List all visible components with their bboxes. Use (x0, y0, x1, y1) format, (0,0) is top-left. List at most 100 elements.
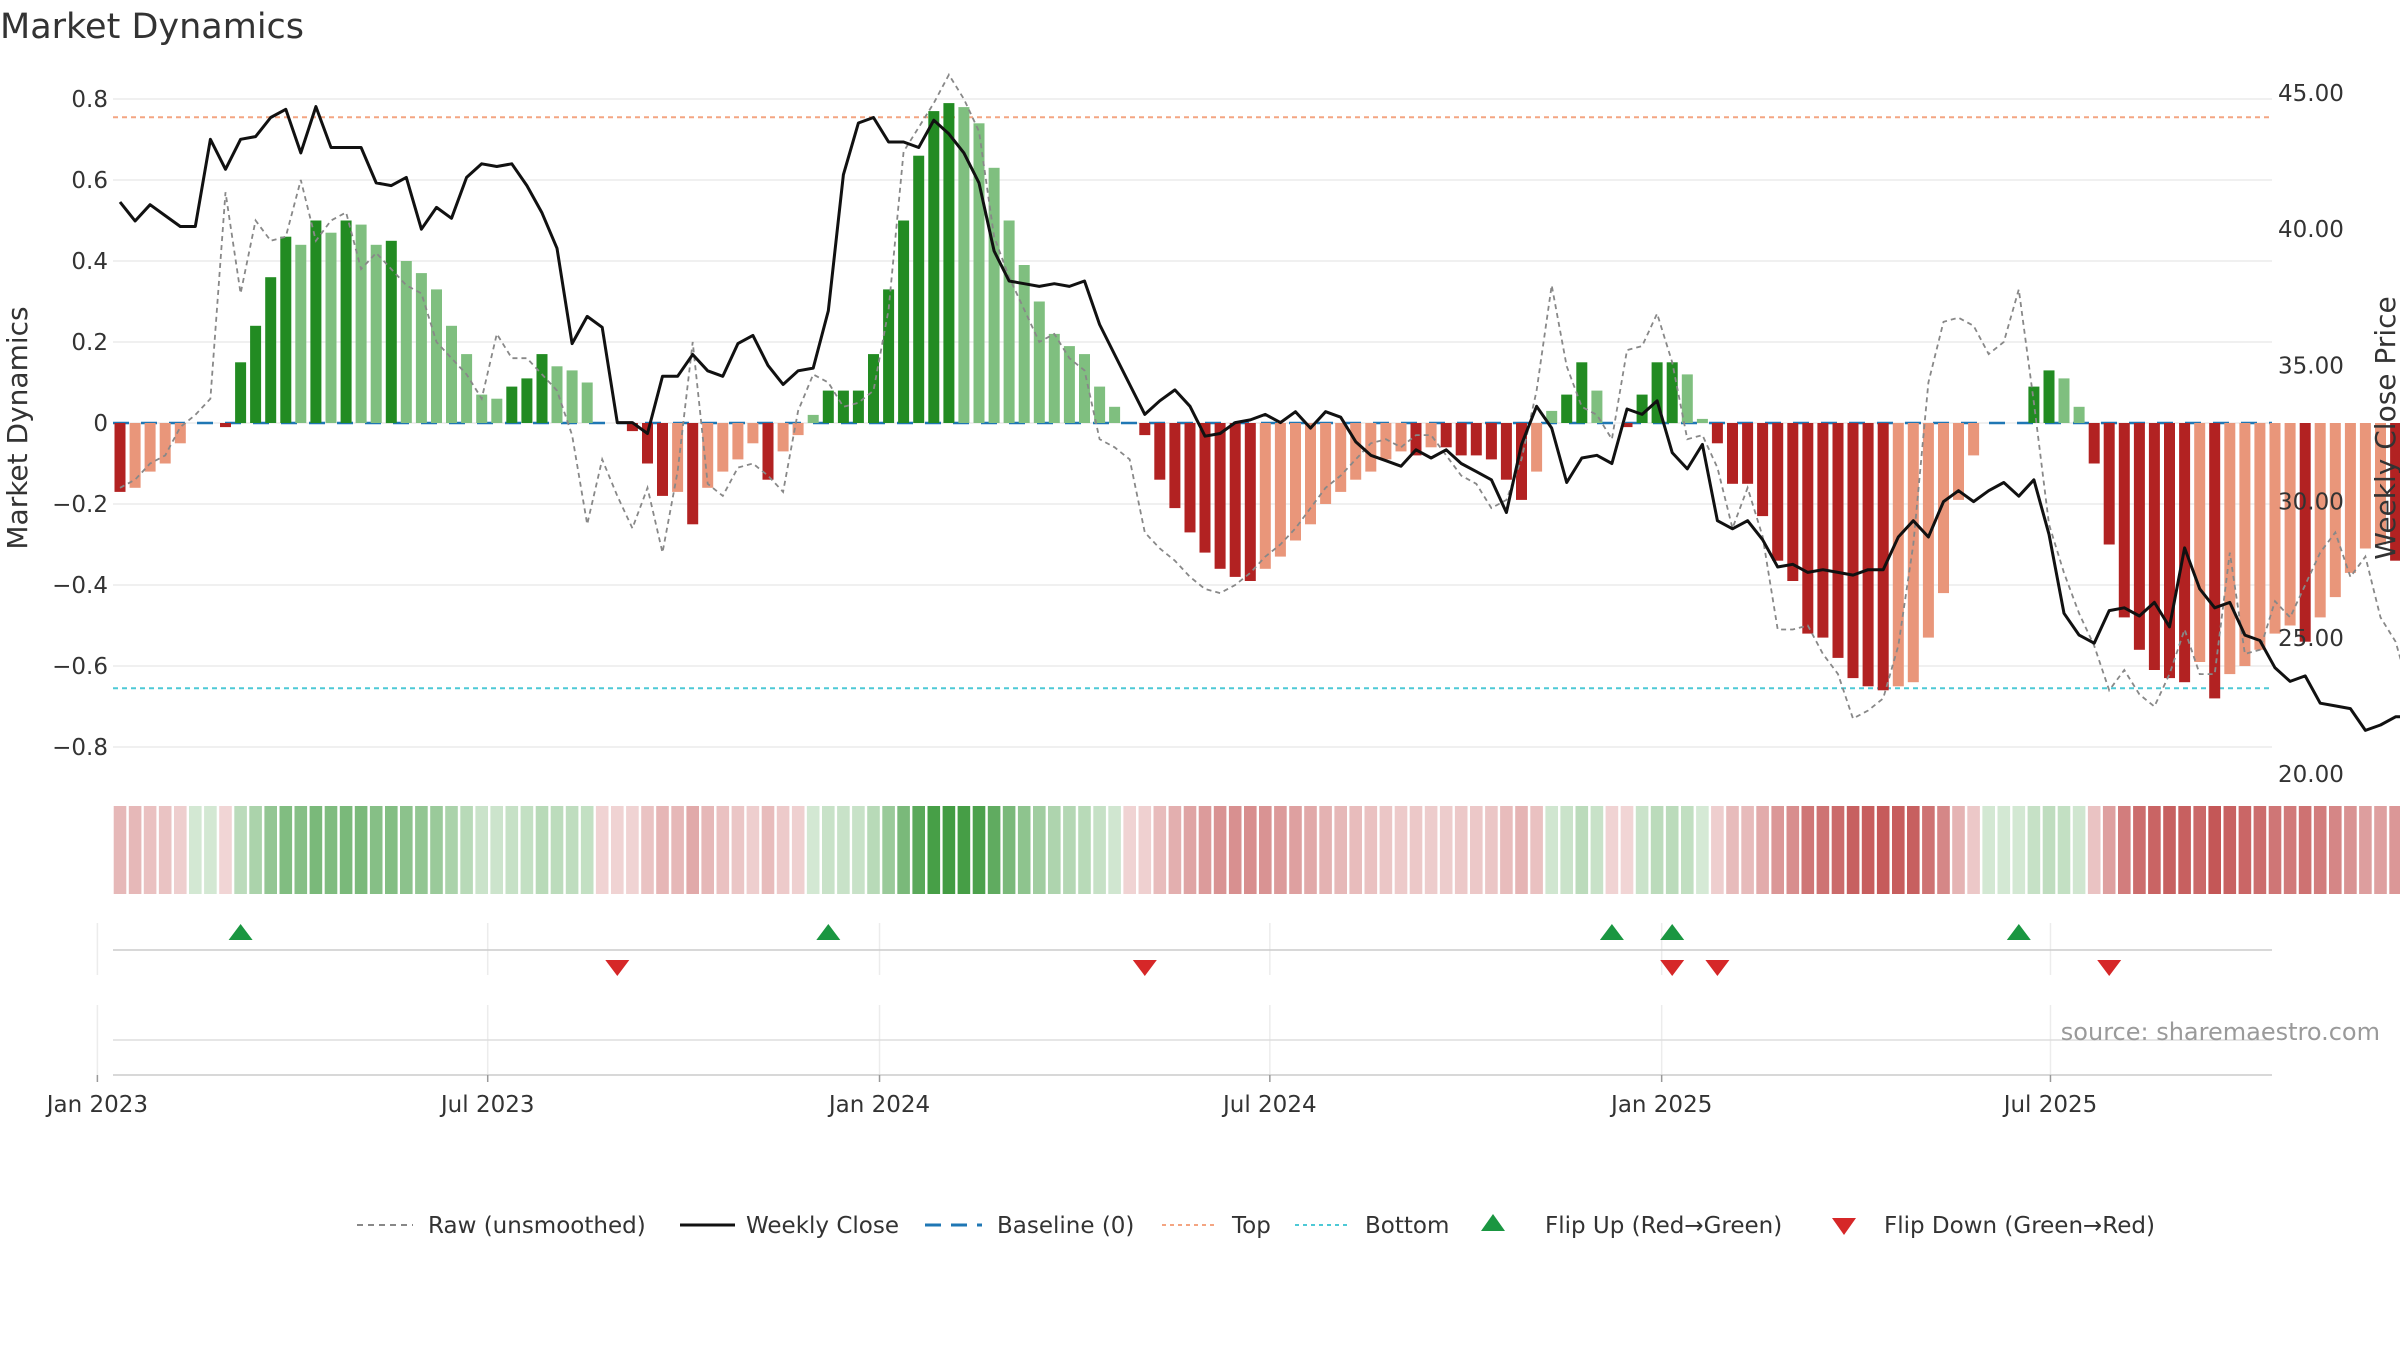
dynamics-bar (1410, 423, 1422, 456)
regime-cell (1213, 806, 1227, 894)
regime-cell (189, 806, 202, 894)
dynamics-bar (883, 289, 895, 423)
regime-cell (1138, 806, 1152, 894)
legend-swatch-flip-down (1832, 1218, 1856, 1235)
left-y-tick-label: 0.6 (71, 168, 108, 194)
dynamics-bar (2164, 423, 2175, 679)
regime-cell (2238, 806, 2252, 894)
dynamics-bar (310, 220, 322, 423)
dynamics-bar (1953, 423, 1964, 500)
left-y-axis-title: Market Dynamics (1, 306, 34, 549)
regime-cell (1304, 806, 1317, 894)
regime-cell (837, 806, 850, 894)
dynamics-bar (2375, 423, 2386, 545)
flip-up-marker (1660, 924, 1685, 940)
dynamics-bar (642, 423, 653, 464)
dynamics-bar (2209, 423, 2221, 699)
dynamics-bar (1485, 423, 1497, 460)
dynamics-bar (2224, 423, 2236, 675)
regime-cell (1485, 806, 1498, 894)
raw-line (119, 72, 2400, 720)
dynamics-bar (1470, 423, 1482, 456)
dynamics-bar (2344, 423, 2356, 573)
regime-cell (2102, 806, 2116, 894)
dynamics-bar (2390, 423, 2400, 561)
regime-cell (1545, 806, 1558, 894)
dynamics-bar (928, 111, 940, 423)
regime-cell (430, 806, 443, 894)
x-tick-label: Jan 2023 (45, 1092, 148, 1118)
regime-cell (264, 806, 277, 894)
regime-cell (2178, 806, 2191, 894)
regime-cell (791, 806, 805, 894)
regime-cell (505, 806, 519, 894)
dynamics-bar (2043, 370, 2055, 423)
right-y-tick-label: 35.00 (2278, 353, 2344, 379)
regime-cell (2389, 806, 2400, 894)
regime-cell (1922, 806, 1935, 894)
x-tick-label: Jul 2023 (439, 1092, 535, 1118)
dynamics-bar (551, 366, 563, 423)
regime-cell (1726, 806, 1739, 894)
regime-cell (942, 806, 956, 894)
regime-cell (1123, 806, 1136, 894)
dynamics-bar (506, 386, 518, 423)
dynamics-bar (1320, 423, 1332, 504)
regime-cell (1620, 806, 1634, 894)
regime-cell (309, 806, 323, 894)
dynamics-bar (1109, 406, 1121, 423)
dynamics-bar (1365, 423, 1377, 472)
dynamics-bar (1425, 423, 1437, 448)
dynamics-bar (1500, 423, 1512, 480)
dynamics-bar (2103, 423, 2115, 545)
regime-cell (1108, 806, 1121, 894)
dynamics-bar (1184, 423, 1196, 533)
x-tick-label: Jul 2025 (2002, 1092, 2098, 1118)
dynamics-bars (114, 103, 2400, 699)
regime-cell (1696, 806, 1709, 894)
regime-cell (656, 806, 669, 894)
regime-cell (1259, 806, 1272, 894)
dynamics-bar (1802, 423, 1814, 634)
dynamics-bar (2148, 423, 2160, 670)
regime-cell (249, 806, 262, 894)
dynamics-bar (1214, 423, 1226, 569)
dynamics-bar (2314, 423, 2326, 618)
weekly-close-line (118, 105, 2400, 732)
regime-cell (1952, 806, 1965, 894)
regime-cell (1409, 806, 1423, 894)
dynamics-bar (2329, 423, 2341, 598)
dynamics-bar (1907, 423, 1919, 683)
dynamics-bar (1787, 423, 1799, 581)
dynamics-bar (340, 220, 352, 423)
regime-cell (701, 806, 714, 894)
right-y-axis-ticks: 45.00 40.00 35.00 30.00 25.00 20.00 (2278, 81, 2344, 788)
dynamics-bar (2299, 423, 2311, 642)
regime-cell (1530, 806, 1543, 894)
dynamics-bar (1154, 423, 1166, 480)
dynamics-bar (913, 155, 925, 423)
regime-cell (1470, 806, 1483, 894)
legend-label-baseline: Baseline (0) (997, 1213, 1134, 1239)
flip-down-marker (1705, 960, 1730, 976)
regime-cell (746, 806, 760, 894)
regime-cell (2148, 806, 2161, 894)
regime-cell (1183, 806, 1197, 894)
dynamics-bar (1817, 423, 1829, 638)
dynamics-bar (461, 354, 473, 423)
flip-up-marker (228, 924, 253, 940)
regime-cell (1364, 806, 1378, 894)
regime-cell (1379, 806, 1393, 894)
left-y-tick-label: −0.8 (52, 735, 108, 761)
dynamics-bar (355, 224, 367, 423)
legend-swatch-flip-up (1481, 1214, 1505, 1231)
dynamics-bar (1772, 423, 1784, 561)
regime-cell (1861, 806, 1875, 894)
dynamics-bar (446, 325, 457, 423)
regime-cell (1816, 806, 1830, 894)
regime-cell (1500, 806, 1513, 894)
regime-cell (385, 806, 398, 894)
regime-cell (2057, 806, 2071, 894)
dynamics-bar (1018, 265, 1030, 423)
regime-cell (852, 806, 865, 894)
